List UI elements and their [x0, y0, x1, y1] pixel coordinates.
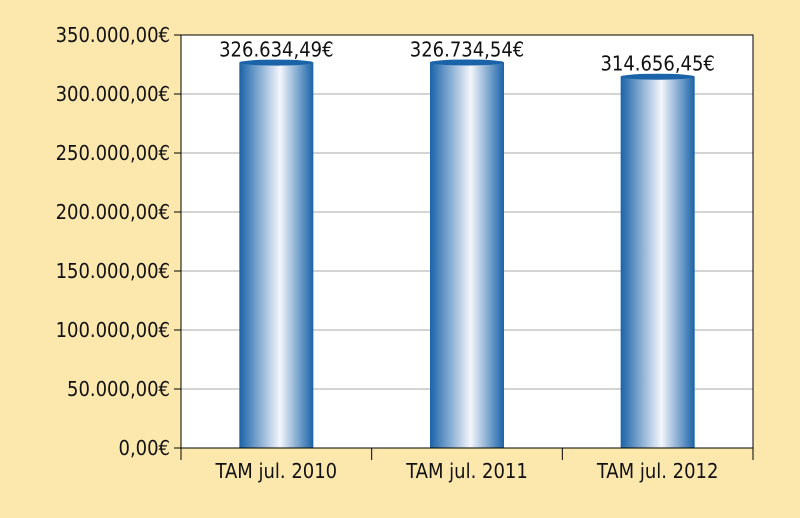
labels: 0,00€ 50.000,00€ 100.000,00€ 150.000,00€ 200…: [56, 23, 719, 483]
bar: [239, 62, 314, 449]
bar-top: [239, 59, 314, 66]
y-tick-label: 200.000,00€: [56, 200, 170, 224]
bar: [430, 62, 504, 448]
y-tick-label: 50.000,00€: [67, 377, 170, 401]
plot-border: [180, 34, 754, 449]
y-tick-label: 100.000,00€: [56, 318, 170, 342]
data-label: 314.656,45€: [600, 52, 714, 76]
bar: [620, 76, 695, 449]
y-tick-label: 150.000,00€: [56, 259, 170, 283]
y-tick-label: 300.000,00€: [56, 82, 170, 106]
y-tick-label: 0,00€: [119, 436, 171, 460]
axes: [174, 34, 754, 460]
bar-top: [620, 73, 695, 80]
bar-top: [430, 59, 504, 66]
bars: [239, 59, 695, 449]
x-tick-label: TAM jul. 2012: [596, 459, 719, 483]
y-tick-label: 250.000,00€: [56, 141, 170, 165]
y-tick-label: 350.000,00€: [56, 23, 170, 47]
x-tick-label: TAM jul. 2011: [405, 459, 528, 483]
x-tick-label: TAM jul. 2010: [215, 459, 338, 483]
data-label: 326.634,49€: [219, 38, 333, 62]
data-label: 326.734,54€: [410, 37, 524, 61]
